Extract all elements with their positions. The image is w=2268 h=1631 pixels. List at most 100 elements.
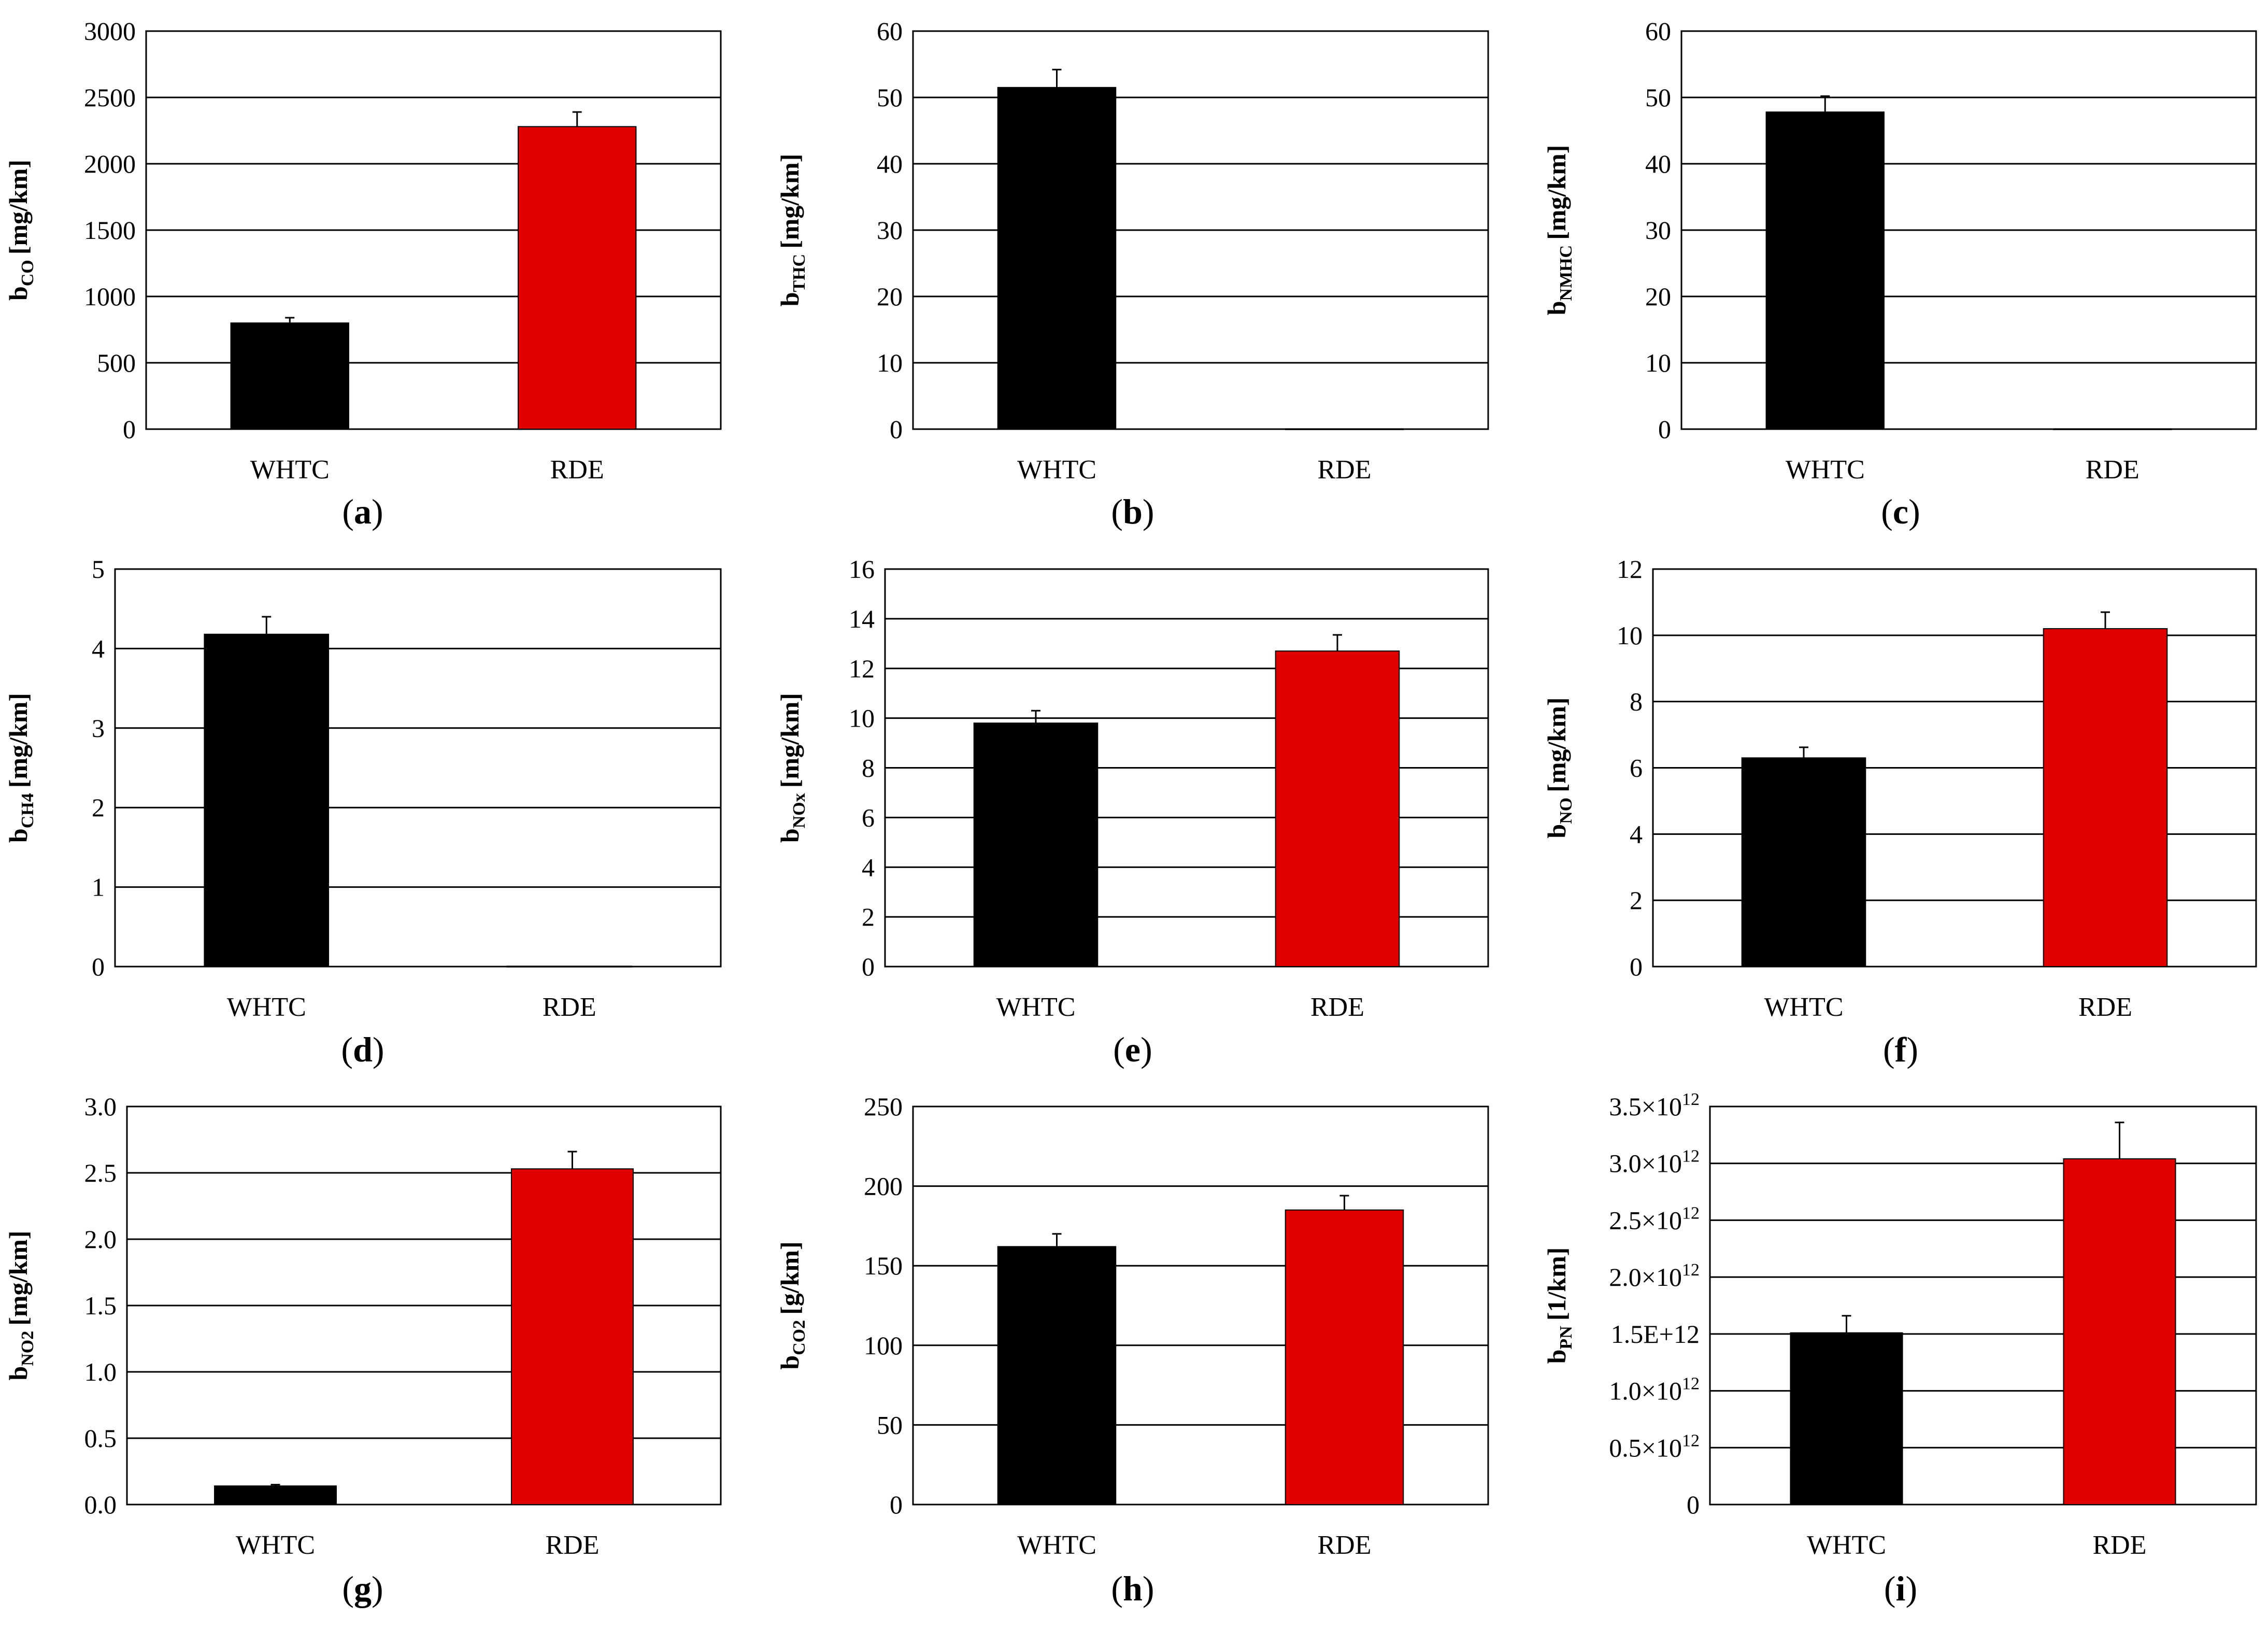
y-tick-label: 10 (849, 704, 875, 733)
panel-label: (a) (342, 492, 383, 531)
y-tick-label: 4 (1630, 819, 1643, 848)
panel-label-letter: a (354, 492, 372, 531)
y-tick-label: 2.5×1012 (1609, 1203, 1700, 1235)
panel-label-close: ) (1140, 1030, 1152, 1069)
panel-label-open: ( (1883, 1030, 1895, 1069)
bar-rde (1275, 650, 1400, 967)
chart-panel-e: 0 2 4 6 8 10 12 14 16 WHTC RDE bNOx [mg/km] (e) (775, 555, 1489, 1069)
y-tick-exponent: 12 (1682, 1147, 1700, 1166)
chart-panel-h: 0 50 100 150 200 250 WHTC RDE bCO2 [g/km] (h) (775, 1092, 1489, 1608)
y-axis-label-unit: [mg/km] (1542, 697, 1571, 792)
plot-frame (126, 1105, 722, 1506)
bar-rde (518, 126, 637, 430)
y-tick-label: 1.0×1012 (1609, 1374, 1700, 1406)
y-tick-label: 20 (877, 282, 903, 311)
y-tick-label: 40 (877, 149, 903, 178)
bar-whtc (230, 322, 349, 430)
y-tick-label: 1 (92, 873, 105, 902)
x-category-label: WHTC (1786, 455, 1865, 485)
y-tick-label: 2.5 (84, 1158, 117, 1187)
x-category-label: WHTC (1807, 1530, 1886, 1560)
y-axis-label: bCO [mg/km] (4, 160, 37, 301)
y-tick-label: 10 (877, 348, 903, 377)
panel-label: (b) (1111, 492, 1154, 531)
y-axis-label-unit: [mg/km] (1542, 145, 1571, 240)
y-axis-label-symbol: b (775, 828, 804, 843)
panel-label-open: ( (1111, 1569, 1123, 1608)
y-tick-label: 16 (849, 555, 875, 584)
y-axis-label-symbol: b (775, 292, 804, 307)
y-axis-label-symbol: b (1542, 824, 1571, 839)
y-tick-label: 20 (1645, 282, 1671, 311)
plot-frame (1652, 568, 2257, 968)
y-tick-label: 3.5×1012 (1609, 1090, 1700, 1121)
y-tick-label: 150 (864, 1251, 903, 1280)
chart-panel-d: 0 1 2 3 4 5 WHTC RDE bCH4 [mg/km] (d) (4, 555, 722, 1069)
panel-label-close: ) (1906, 1030, 1918, 1069)
bar-rde (1285, 1209, 1404, 1505)
bar-whtc (997, 1246, 1117, 1505)
chart-panel-a: 0 500 1000 1500 2000 2500 3000 WHTC RDE bCO [mg/km… (4, 17, 722, 531)
panel-label: (c) (1881, 492, 1920, 531)
y-tick-label: 0.5×1012 (1609, 1431, 1700, 1462)
y-tick-label: 4 (92, 634, 105, 663)
panel-label-letter: g (354, 1569, 372, 1608)
y-axis-label-subscript: CH4 (18, 793, 37, 828)
bar-rde (2053, 428, 2172, 430)
y-axis-label-subscript: CO (18, 260, 37, 286)
y-tick-label: 3.0 (84, 1092, 117, 1121)
y-tick-label: 0 (123, 415, 136, 444)
plot-frame (1680, 30, 2257, 430)
y-tick-label: 60 (877, 17, 903, 46)
y-tick-label: 40 (1645, 149, 1671, 178)
chart-panel-f: 0 2 4 6 8 10 12 WHTC RDE bNO [mg/km] (f) (1542, 555, 2257, 1069)
y-tick-label: 5 (92, 555, 105, 584)
y-axis-label-unit: [mg/km] (4, 693, 33, 788)
bar-whtc (1765, 111, 1885, 430)
y-tick-label: 1500 (84, 216, 136, 245)
y-tick-label: 0.5 (84, 1424, 117, 1453)
panel-label-close: ) (372, 1569, 383, 1608)
y-tick-label: 2.0×1012 (1609, 1260, 1700, 1292)
y-tick-label: 2 (862, 902, 875, 931)
panel-label: (g) (342, 1569, 383, 1608)
y-tick-label: 500 (97, 348, 136, 377)
panel-label-close: ) (1143, 492, 1154, 531)
y-tick-label: 0 (890, 1490, 903, 1519)
y-axis-label-subscript: PN (1557, 1326, 1576, 1350)
bar-rde (2063, 1158, 2176, 1506)
y-axis-label-subscript: NOx (790, 793, 809, 828)
panel-label: (h) (1111, 1569, 1154, 1608)
y-tick-exponent: 12 (1682, 1090, 1700, 1109)
y-tick-label: 0 (862, 952, 875, 981)
panel-label-open: ( (1113, 1030, 1125, 1069)
panel-label-open: ( (342, 1569, 354, 1608)
x-category-label: RDE (546, 1530, 600, 1560)
y-tick-label: 12 (1617, 555, 1643, 584)
y-axis-label-subscript: THC (790, 254, 809, 292)
y-tick-label: 1000 (84, 282, 136, 311)
y-axis-label-unit: [mg/km] (4, 160, 33, 254)
panel-label-open: ( (1881, 492, 1893, 531)
y-tick-label: 0.0 (84, 1490, 117, 1519)
y-tick-label: 10 (1645, 348, 1671, 377)
y-tick-label: 2500 (84, 83, 136, 112)
y-tick-exponent: 12 (1682, 1260, 1700, 1280)
y-tick-label: 2 (1630, 886, 1643, 915)
y-tick-label: 0 (1658, 415, 1671, 444)
panel-label-close: ) (1905, 1569, 1917, 1608)
y-axis-label-subscript: CO2 (790, 1320, 809, 1355)
x-category-label: WHTC (1017, 455, 1096, 485)
y-tick-label: 50 (877, 1410, 903, 1439)
y-tick-label: 1.5E+12 (1611, 1320, 1700, 1349)
plot-frame (912, 30, 1489, 430)
y-axis-label-subscript: NO2 (18, 1331, 37, 1366)
y-tick-label: 12 (849, 654, 875, 683)
y-tick-label: 3.0×1012 (1609, 1147, 1700, 1178)
y-axis-label: bNO2 [mg/km] (4, 1230, 37, 1380)
y-tick-label: 4 (862, 853, 875, 882)
panel-label-close: ) (372, 492, 383, 531)
panel-label: (d) (341, 1030, 384, 1069)
y-axis-label: bNO [mg/km] (1542, 697, 1576, 838)
y-axis-label-subscript: NO (1557, 798, 1576, 824)
